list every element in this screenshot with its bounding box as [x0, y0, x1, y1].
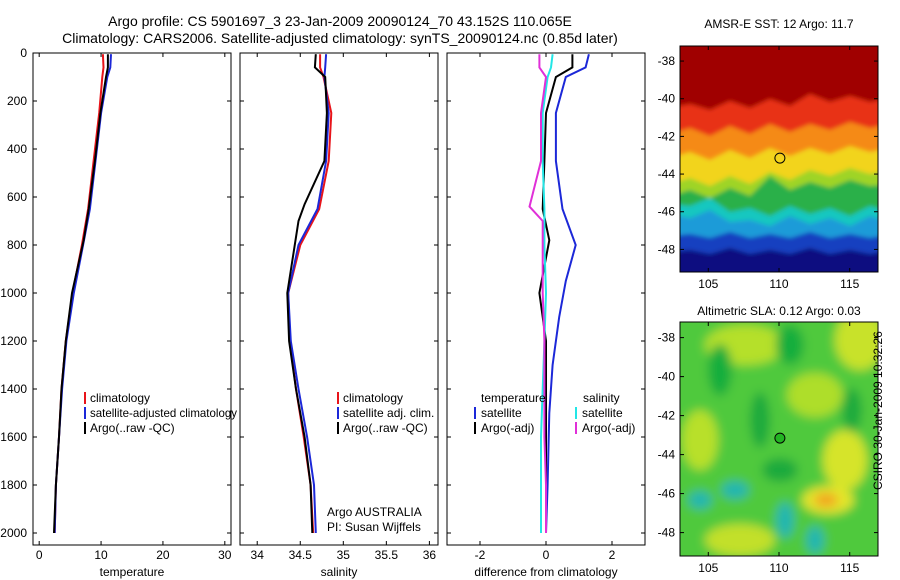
- legend-label-argo: Argo(..raw -QC): [90, 421, 175, 435]
- series-line-temperature-satellite: [545, 53, 590, 534]
- sla-map-title: Altimetric SLA: 0.12 Argo: 0.03: [697, 304, 861, 318]
- x-tick-label: 36: [423, 548, 437, 562]
- y-tick-label: 2000: [0, 526, 27, 540]
- y-tick-label: 1600: [0, 430, 27, 444]
- salinity-annotation-line-2: PI: Susan Wijffels: [327, 520, 421, 534]
- timestamp-side-label: CSIRO 30-Jan-2009 10:32:26: [871, 331, 885, 490]
- map-x-tick-label: 115: [840, 277, 859, 291]
- salinity-xlabel: salinity: [321, 565, 358, 579]
- sst-heatmap: [680, 46, 878, 272]
- x-tick-label: 34.5: [289, 548, 313, 562]
- difference-legend: temperature salinity satellite Argo(-adj…: [474, 391, 635, 435]
- x-tick-label: 2: [609, 548, 616, 562]
- map-x-tick-label: 110: [769, 277, 788, 291]
- series-line-temperature-argo-adj: [538, 54, 574, 533]
- map-y-tick-label: -44: [658, 448, 676, 462]
- series-line-salinity-argo-adj: [528, 54, 548, 533]
- y-tick-label: 1800: [0, 478, 27, 492]
- map-y-tick-label: -42: [658, 129, 676, 143]
- x-tick-label: -2: [475, 548, 486, 562]
- legend-label-argo: Argo(..raw -QC): [343, 421, 428, 435]
- legend-header-temperature: temperature: [481, 391, 546, 405]
- map-y-tick-label: -40: [658, 92, 676, 106]
- y-tick-label: 1400: [0, 382, 27, 396]
- temperature-legend: climatology satellite-adjusted climatolo…: [84, 391, 237, 435]
- x-tick-label: 0: [543, 548, 550, 562]
- map-y-tick-label: -42: [658, 409, 676, 423]
- x-tick-label: 10: [94, 548, 108, 562]
- sla-map-panel: 105 110 115 -38 -40 -42 -44 -46 -48: [658, 321, 879, 575]
- map-y-tick-label: -44: [658, 167, 676, 181]
- y-tick-label: 200: [7, 94, 27, 108]
- map-x-tick-label: 105: [698, 561, 718, 575]
- figure-title-line-1: Argo profile: CS 5901697_3 23-Jan-2009 2…: [108, 13, 572, 29]
- map-y-tick-label: -46: [658, 205, 676, 219]
- legend-label-climatology: climatology: [90, 391, 150, 405]
- series-line-salinity-satellite: [540, 54, 554, 533]
- x-tick-label: 34: [251, 548, 265, 562]
- difference-xlabel: difference from climatology: [474, 565, 617, 579]
- series-line-argo-raw-qc: [53, 54, 109, 534]
- salinity-axes-frame: [239, 52, 439, 546]
- difference-panel: -2 0 2 difference from climatology tempera…: [446, 52, 646, 579]
- legend-label-satellite-adjusted: satellite-adjusted climatology: [90, 406, 237, 420]
- map-x-tick-label: 105: [698, 277, 718, 291]
- temperature-xlabel: temperature: [100, 565, 165, 579]
- map-y-tick-label: -38: [658, 54, 676, 68]
- salinity-annotation-line-1: Argo AUSTRALIA: [327, 505, 422, 519]
- y-tick-label: 400: [7, 142, 27, 156]
- map-y-tick-label: -48: [658, 526, 676, 540]
- map-y-tick-label: -40: [658, 370, 676, 384]
- sst-argo-location-marker: [774, 152, 786, 164]
- map-x-tick-label: 110: [769, 561, 788, 575]
- sla-argo-location-marker: [774, 432, 786, 444]
- sla-heatmap: [680, 322, 878, 556]
- figure-title-line-2: Climatology: CARS2006. Satellite-adjuste…: [62, 30, 618, 46]
- y-tick-label: 1000: [0, 286, 27, 300]
- legend-label-climatology: climatology: [343, 391, 403, 405]
- legend-label-temperature-argo: Argo(-adj): [481, 421, 534, 435]
- map-x-tick-label: 115: [840, 561, 859, 575]
- y-tick-label: 0: [20, 46, 27, 60]
- map-y-tick-label: -38: [658, 331, 676, 345]
- legend-label-salinity-satellite: satellite: [582, 406, 623, 420]
- sst-map-panel: 105 110 115 -38 -40 -42 -44 -46 -48: [658, 45, 879, 291]
- map-y-tick-label: -48: [658, 242, 676, 256]
- x-tick-label: 35: [337, 548, 351, 562]
- x-tick-label: 20: [156, 548, 170, 562]
- temperature-axes-frame: [32, 52, 232, 546]
- series-line-argo-raw-qc: [286, 54, 328, 534]
- legend-label-temperature-satellite: satellite: [481, 406, 522, 420]
- x-tick-label: 30: [218, 548, 232, 562]
- legend-label-satellite-adj: satellite adj. clim.: [343, 406, 434, 420]
- x-tick-label: 35.5: [375, 548, 399, 562]
- y-tick-label: 800: [7, 238, 27, 252]
- sst-map-title: AMSR-E SST: 12 Argo: 11.7: [704, 17, 854, 31]
- salinity-legend: climatology satellite adj. clim. Argo(..…: [337, 391, 434, 435]
- y-tick-label: 1200: [0, 334, 27, 348]
- map-y-tick-label: -46: [658, 487, 676, 501]
- legend-label-salinity-argo: Argo(-adj): [582, 421, 635, 435]
- x-tick-label: 0: [36, 548, 43, 562]
- y-tick-label: 600: [7, 190, 27, 204]
- temperature-panel: 0 10 20 30 0 200 400 600 800 1000 1200 1400 1600 1800…: [0, 46, 237, 579]
- legend-header-salinity: salinity: [583, 391, 620, 405]
- salinity-panel: 34 34.5 35 35.5 36 salinity climatology sate…: [239, 52, 439, 579]
